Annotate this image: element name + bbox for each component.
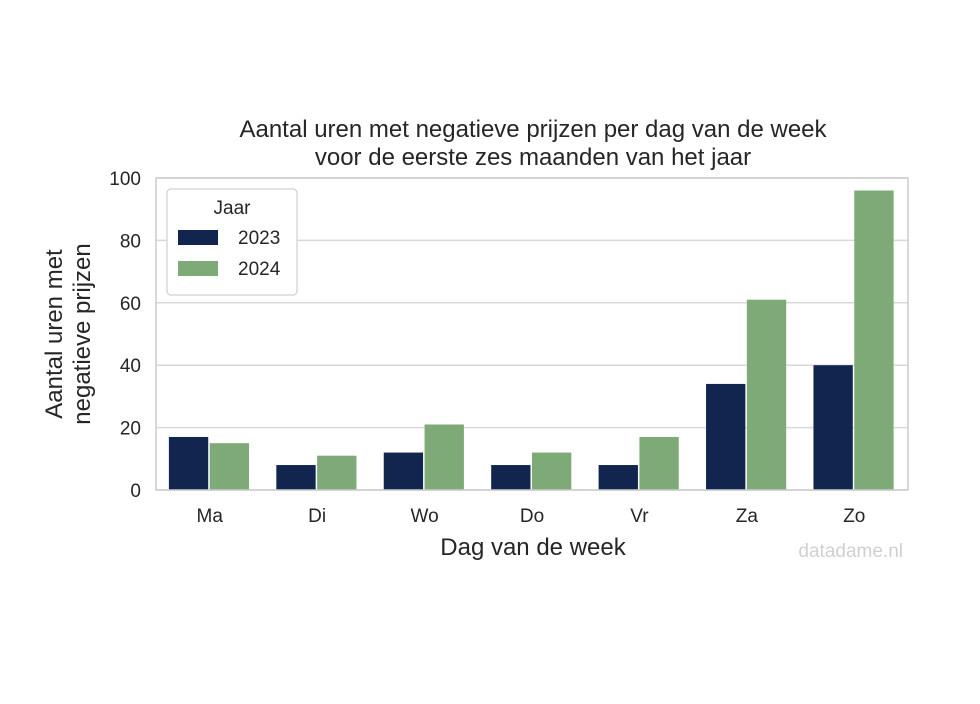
bar-2023-Wo <box>383 452 424 490</box>
x-tick-labels: Ma Di Wo Do Vr Za Zo <box>197 506 866 527</box>
bar-2023-Do <box>491 465 531 490</box>
legend-swatch-2024 <box>178 261 218 276</box>
y-tick-label: 100 <box>109 169 141 190</box>
legend-label-2024: 2024 <box>238 259 281 280</box>
bar-2023-Ma <box>168 436 209 490</box>
y-tick-label: 0 <box>130 481 141 502</box>
bar-2023-Di <box>276 465 316 490</box>
bar-2024-Do <box>532 452 572 490</box>
bars <box>168 190 894 491</box>
y-tick-label: 80 <box>120 231 141 252</box>
legend-swatch-2023 <box>178 230 218 245</box>
legend-title: Jaar <box>214 198 252 219</box>
x-tick-label: Za <box>736 506 759 527</box>
y-tick-label: 60 <box>120 294 141 315</box>
x-axis-label: Dag van de week <box>440 534 626 561</box>
x-tick-label: Zo <box>843 506 865 527</box>
x-tick-label: Ma <box>197 506 224 527</box>
legend: Jaar 2023 2024 <box>166 188 298 296</box>
y-tick-label: 20 <box>120 419 141 440</box>
x-tick-label: Di <box>308 506 326 527</box>
chart-title: Aantal uren met negatieve prijzen per da… <box>239 116 827 143</box>
x-tick-label: Do <box>520 506 544 527</box>
y-tick-label: 40 <box>120 356 141 377</box>
x-tick-label: Wo <box>410 506 438 527</box>
bar-2024-Vr <box>639 436 679 490</box>
y-axis-label: Aantal uren met negatieve prijzen <box>41 243 96 424</box>
bar-2023-Zo <box>813 365 853 490</box>
x-tick-label: Vr <box>630 506 649 527</box>
chart-subtitle: voor de eerste zes maanden van het jaar <box>315 144 751 171</box>
bar-2024-Zo <box>854 190 894 491</box>
bar-2023-Za <box>706 383 746 490</box>
legend-label-2023: 2023 <box>238 228 280 249</box>
watermark: datadame.nl <box>798 541 903 562</box>
y-axis-label-line1: Aantal uren met <box>41 249 68 419</box>
bar-2024-Wo <box>424 424 464 490</box>
bar-2024-Ma <box>209 443 250 490</box>
bar-2024-Za <box>746 299 787 490</box>
bar-2023-Vr <box>598 465 638 490</box>
y-axis-label-line2: negatieve prijzen <box>69 243 96 424</box>
y-tick-labels: 0 20 40 60 80 100 <box>109 169 141 502</box>
plot-frame <box>155 177 909 491</box>
bar-2024-Di <box>317 455 357 490</box>
